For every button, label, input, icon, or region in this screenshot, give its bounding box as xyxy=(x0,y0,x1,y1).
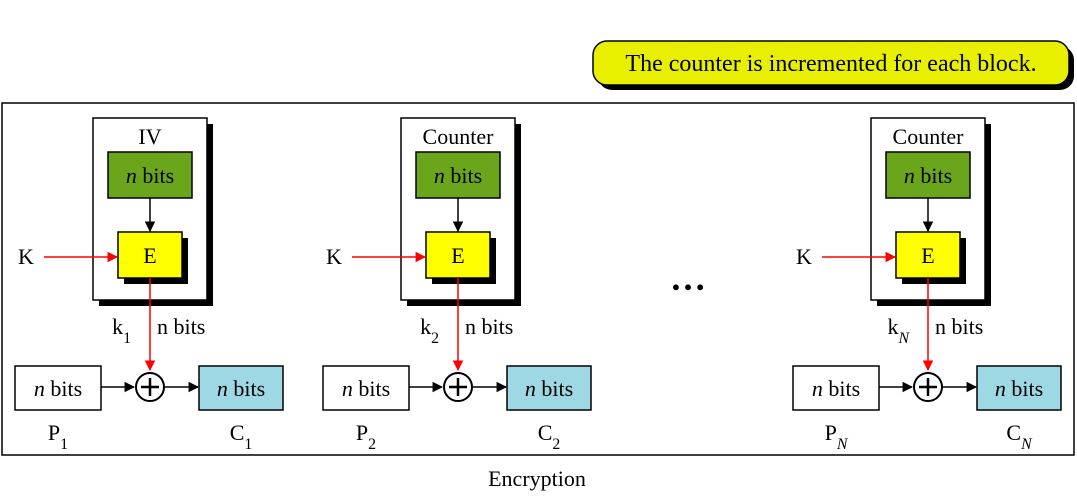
counter-header: IV xyxy=(138,124,161,149)
counter-nbits-box xyxy=(415,151,501,199)
plaintext-box-label: n bits xyxy=(342,376,390,401)
counter-nbits-box xyxy=(885,151,971,199)
plaintext-box-label: n bits xyxy=(34,376,82,401)
key-label: K xyxy=(796,244,812,269)
encrypt-label: E xyxy=(451,243,464,268)
encrypt-box xyxy=(425,231,491,279)
plaintext-box xyxy=(14,365,102,411)
note-text: The counter is incremented for each bloc… xyxy=(625,51,1036,77)
plaintext-label: PN xyxy=(825,420,849,453)
ciphertext-box-label: n bits xyxy=(525,376,573,401)
encrypt-box xyxy=(895,231,961,279)
plaintext-label: P1 xyxy=(48,420,68,453)
encrypt-label: E xyxy=(143,243,156,268)
plaintext-box-label: n bits xyxy=(812,376,860,401)
ciphertext-box xyxy=(506,365,592,411)
counter-nbits-label: n bits xyxy=(126,163,174,188)
encrypt-label: E xyxy=(921,243,934,268)
counter-header: Counter xyxy=(893,124,965,149)
counter-header: Counter xyxy=(423,124,495,149)
key-label: K xyxy=(18,244,34,269)
encryption-frame xyxy=(1,102,1075,456)
caption: Encryption xyxy=(488,466,586,491)
ellipsis: … xyxy=(670,258,706,298)
blocks-layer: IV n bits E Kk1 n bits n bits P1 n bits C1 Counte… xyxy=(14,117,1062,453)
ciphertext-box-label: n bits xyxy=(995,376,1043,401)
ciphertext-box xyxy=(198,365,284,411)
plaintext-label: P2 xyxy=(356,420,376,453)
keystream-label: kN xyxy=(887,314,910,347)
ciphertext-box xyxy=(976,365,1062,411)
counter-nbits-label: n bits xyxy=(434,163,482,188)
plaintext-box xyxy=(322,365,410,411)
block-1: IV n bits E Kk1 n bits n bits P1 n bits C1 xyxy=(14,117,284,453)
ciphertext-label: CN xyxy=(1006,420,1033,453)
note-bubble xyxy=(592,40,1070,86)
plaintext-box xyxy=(792,365,880,411)
note-callout: The counter is incremented for each bloc… xyxy=(592,40,1074,90)
ciphertext-box-label: n bits xyxy=(217,376,265,401)
keystream-bits-label: n bits xyxy=(935,314,983,339)
block-2: Counter n bits E Kk2 n bits n bits P2 n bits C2 xyxy=(322,117,592,453)
keystream-label: k1 xyxy=(112,314,131,347)
ciphertext-label: C1 xyxy=(230,420,253,453)
keystream-bits-label: n bits xyxy=(157,314,205,339)
keystream-bits-label: n bits xyxy=(465,314,513,339)
block-3: Counter n bits E KkN n bits n bits PN n bits CN xyxy=(792,117,1062,453)
key-label: K xyxy=(326,244,342,269)
counter-nbits-label: n bits xyxy=(904,163,952,188)
ciphertext-label: C2 xyxy=(538,420,561,453)
keystream-label: k2 xyxy=(420,314,439,347)
